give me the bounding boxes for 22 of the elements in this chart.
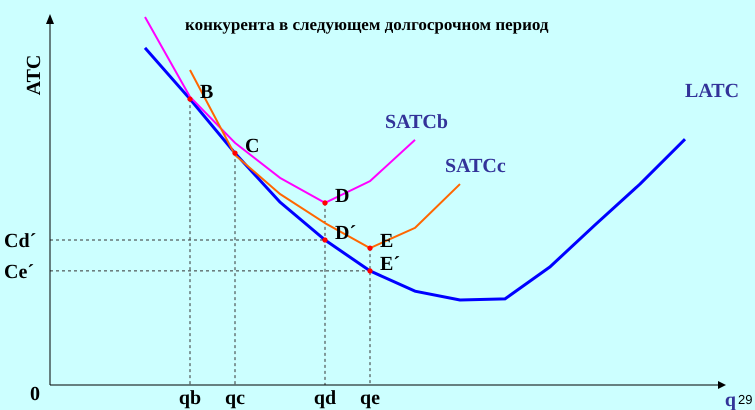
x-axis-title: q — [724, 389, 736, 410]
point — [322, 237, 328, 243]
point — [232, 150, 238, 156]
annotation: C — [245, 135, 260, 158]
x-tick-label: qb — [178, 387, 202, 409]
x-tick-label: qc — [225, 387, 246, 409]
series-label: LATC — [685, 80, 740, 102]
annotation: E´ — [380, 252, 400, 275]
series-label: SATCc — [445, 155, 506, 178]
point — [322, 200, 328, 206]
x-tick-label: qd — [314, 387, 336, 409]
series-label: SATCb — [385, 110, 448, 133]
x-tick-label: qe — [360, 387, 380, 409]
y-axis-title: ATC — [23, 54, 45, 96]
point — [367, 245, 373, 251]
point — [367, 268, 373, 274]
point — [187, 96, 193, 102]
text: 29 — [738, 392, 752, 407]
text: 0 — [30, 383, 40, 405]
ref-line-label: Ce´ — [4, 260, 34, 283]
ref-line-label: Cd´ — [4, 230, 36, 252]
chart-title: конкурента в следующем долгосрочном период — [185, 15, 549, 34]
